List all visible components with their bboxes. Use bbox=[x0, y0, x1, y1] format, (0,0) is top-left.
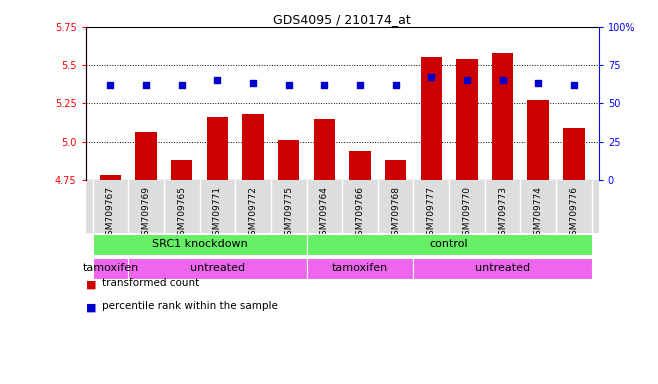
Bar bbox=[563, 128, 584, 180]
Bar bbox=[278, 140, 299, 180]
Point bbox=[533, 80, 544, 86]
Point bbox=[426, 74, 436, 81]
Bar bbox=[100, 175, 121, 180]
Bar bbox=[413, 258, 592, 279]
Text: GSM709774: GSM709774 bbox=[534, 186, 543, 241]
Text: GSM709765: GSM709765 bbox=[177, 186, 186, 241]
Point bbox=[284, 82, 294, 88]
Text: GSM709764: GSM709764 bbox=[320, 186, 329, 241]
Text: GSM709767: GSM709767 bbox=[106, 186, 115, 241]
Text: GSM709766: GSM709766 bbox=[355, 186, 365, 241]
Text: ■: ■ bbox=[86, 303, 99, 313]
Text: GSM709770: GSM709770 bbox=[463, 186, 471, 241]
Bar bbox=[93, 234, 307, 255]
Point bbox=[355, 82, 365, 88]
Point bbox=[319, 82, 330, 88]
Bar bbox=[307, 258, 413, 279]
Point bbox=[569, 82, 579, 88]
Text: untreated: untreated bbox=[190, 263, 245, 273]
Point bbox=[212, 77, 222, 83]
Bar bbox=[456, 59, 478, 180]
Text: GSM709776: GSM709776 bbox=[569, 186, 578, 241]
Bar bbox=[349, 151, 370, 180]
Bar bbox=[307, 234, 592, 255]
Bar bbox=[207, 117, 228, 180]
Text: GSM709768: GSM709768 bbox=[391, 186, 400, 241]
Point bbox=[390, 82, 401, 88]
Text: transformed count: transformed count bbox=[102, 278, 199, 288]
Text: GSM709771: GSM709771 bbox=[213, 186, 222, 241]
Bar bbox=[171, 160, 192, 180]
Bar bbox=[242, 114, 264, 180]
Bar bbox=[128, 258, 307, 279]
Text: SRC1 knockdown: SRC1 knockdown bbox=[152, 240, 247, 250]
Bar bbox=[528, 100, 549, 180]
Point bbox=[141, 82, 151, 88]
Text: GSM709775: GSM709775 bbox=[284, 186, 293, 241]
Point bbox=[462, 77, 472, 83]
Bar bbox=[492, 53, 513, 180]
Text: tamoxifen: tamoxifen bbox=[82, 263, 139, 273]
Title: GDS4095 / 210174_at: GDS4095 / 210174_at bbox=[273, 13, 411, 26]
Text: tamoxifen: tamoxifen bbox=[332, 263, 388, 273]
Text: percentile rank within the sample: percentile rank within the sample bbox=[102, 301, 278, 311]
Point bbox=[176, 82, 187, 88]
Bar bbox=[314, 119, 335, 180]
Text: GSM709777: GSM709777 bbox=[427, 186, 436, 241]
Text: control: control bbox=[430, 240, 468, 250]
Point bbox=[497, 77, 508, 83]
Bar bbox=[93, 258, 128, 279]
Point bbox=[105, 82, 116, 88]
Bar bbox=[420, 58, 442, 180]
Text: GSM709773: GSM709773 bbox=[498, 186, 507, 241]
Bar bbox=[136, 132, 157, 180]
Text: ■: ■ bbox=[86, 280, 99, 290]
Point bbox=[248, 80, 259, 86]
Bar bbox=[385, 160, 407, 180]
Text: GSM709772: GSM709772 bbox=[249, 186, 257, 241]
Text: untreated: untreated bbox=[475, 263, 530, 273]
Text: GSM709769: GSM709769 bbox=[141, 186, 151, 241]
